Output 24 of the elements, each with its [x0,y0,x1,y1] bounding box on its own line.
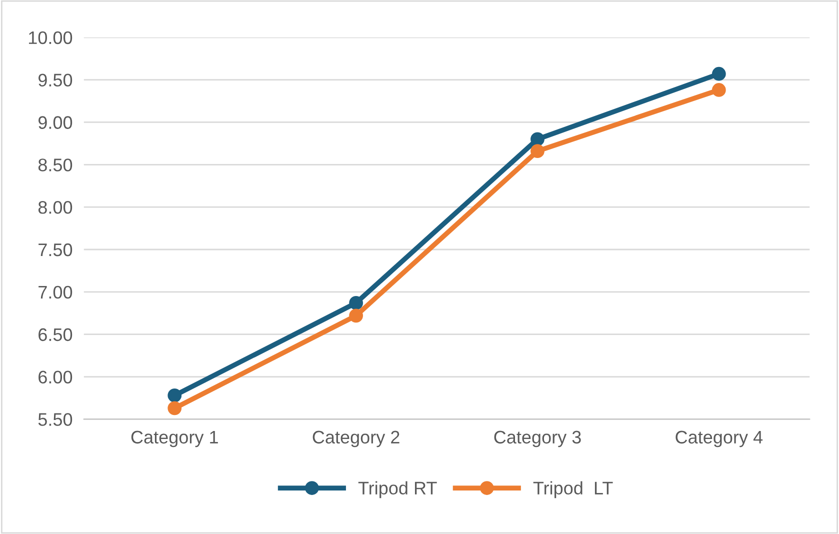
point [712,66,726,81]
point [168,388,182,402]
point [712,83,726,97]
legend-label: Tripod LT [533,481,613,498]
x-tick-label: Category 3 [494,430,581,448]
y-tick-label: 5.50 [38,413,72,426]
y-tick-label: 7.50 [38,243,72,256]
y-tick-label: 9.00 [38,116,72,129]
x-tick-label: Category 1 [131,430,218,448]
y-tick-label: 8.00 [38,201,72,214]
point [168,401,182,416]
y-tick-label: 6.00 [38,370,72,384]
point [349,308,363,323]
x-tick-label: Category 4 [676,430,763,448]
point [530,132,544,146]
point [349,296,363,310]
y-tick-label: 7.00 [38,286,72,299]
y-tick-label: 8.50 [38,158,72,172]
x-tick-label: Category 2 [312,430,400,448]
y-tick-label: 10.00 [28,31,72,44]
point [530,144,544,158]
y-tick-label: 6.50 [38,328,72,342]
y-tick-label: 9.50 [38,74,72,87]
legend-label: Tripod RT [358,481,437,498]
